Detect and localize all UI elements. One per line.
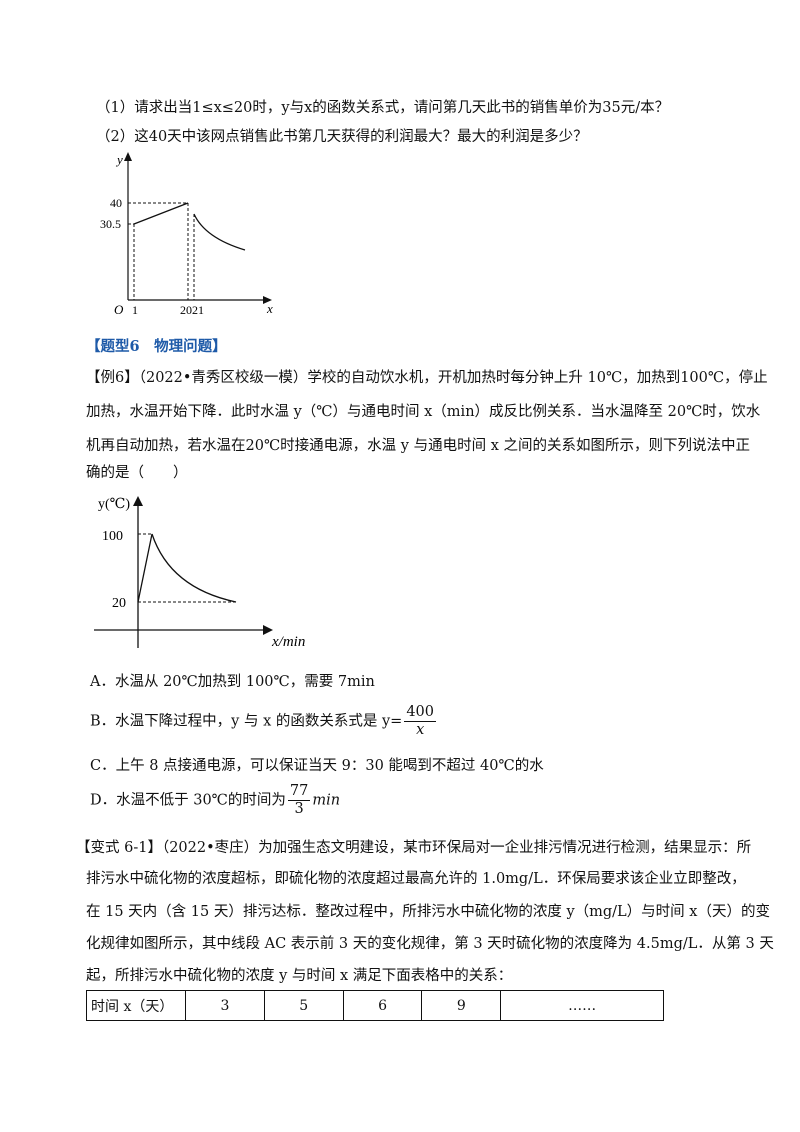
y-axis-label: y(℃) [98,497,130,512]
time-concentration-table: 时间 x（天） 3 5 6 9 …… [86,990,664,1021]
x-tick-1: 1 [132,303,138,317]
y-tick-100: 100 [102,529,123,544]
option-b-denominator: x [416,722,425,738]
table-cell: 6 [342,990,423,1021]
question-2: （2）这40天中该网点销售此书第几天获得的利润最大？最大的利润是多少？ [96,129,588,145]
y-tick-20: 20 [112,596,126,611]
variant-6-1-line-1: 【变式 6-1】（2022•枣庄）为加强生态文明建设，某市环保局对一企业排污情况… [76,840,752,856]
variant-6-1-line-3: 在 15 天内（含 15 天）排污达标．整改过程中，所排污水中硫化物的浓度 y（… [86,904,770,920]
variant-6-1-line-4: 化规律如图所示，其中线段 AC 表示前 3 天的变化规律，第 3 天时硫化物的浓… [86,936,774,952]
example-6-line-1: 【例6】（2022•青秀区校级一模）学校的自动饮水机，开机加热时每分钟上升 10… [86,370,768,386]
variant-6-1-line-5: 起，所排污水中硫化物的浓度 y 与时间 x 满足下面表格中的关系： [86,968,513,984]
option-b-fraction: 400 x [404,704,436,739]
table-cell: 3 [185,990,265,1021]
option-d-numerator: 77 [287,783,311,801]
x-tick-2021: 2021 [180,303,204,317]
graph-water-temperature: y(℃) x/min 100 20 [94,496,305,650]
table-cell: …… [500,990,664,1021]
segment-heating [137,533,153,603]
example-6-line-3: 机再自动加热，若水温在20℃时接通电源，水温 y 与通电时间 x 之间的关系如图… [86,438,750,454]
variant-6-1-line-2: 排污水中硫化物的浓度超标，即硫化物的浓度超过最高允许的 1.0mg/L．环保局要… [86,871,746,887]
y-tick-30-5: 30.5 [100,217,121,231]
table-row: 时间 x（天） 3 5 6 9 …… [86,990,664,1021]
example-6-line-4: 确的是（ ） [86,465,188,481]
option-b-numerator: 400 [404,704,436,722]
table-header-cell: 时间 x（天） [86,990,186,1021]
x-axis-arrow [263,625,273,635]
section-heading: 【题型6 物理问题】 [86,338,227,355]
option-d-unit: min [312,792,341,809]
option-d-denominator: 3 [294,801,304,817]
option-b: B．水温下降过程中，y 与 x 的函数关系式是 y= 400 x [90,704,438,739]
example-6-line-2: 加热，水温开始下降．此时水温 y（℃）与通电时间 x（min）成反比例关系．当水… [86,404,761,420]
y-axis-arrow [124,152,132,161]
segment-cooling [151,533,237,603]
option-a: A．水温从 20℃加热到 100℃，需要 7min [90,674,375,690]
x-axis-label: x [266,301,273,316]
x-axis-arrow [263,296,272,304]
question-1: （1）请求出当1≤x≤20时，y与x的函数关系式，请问第几天此书的销售单价为35… [96,100,670,116]
table-cell: 9 [421,990,502,1021]
y-axis-arrow [133,496,143,506]
origin-label: O [114,302,124,317]
x-axis-label: x/min [271,634,305,650]
segment-curve [193,213,246,251]
graph-price-vs-day: y x O 40 30.5 1 2021 [100,152,273,317]
option-d: D．水温不低于 30℃的时间为 77 3 min [90,783,340,818]
y-axis-label: y [115,152,123,167]
y-tick-40: 40 [110,196,122,210]
option-d-text: D．水温不低于 30℃的时间为 [90,792,286,809]
table-cell: 5 [263,990,344,1021]
option-c: C．上午 8 点接通电源，可以保证当天 9：30 能喝到不超过 40℃的水 [90,758,544,774]
segment-linear [133,202,189,225]
option-d-fraction: 77 3 [287,783,311,818]
option-b-text: B．水温下降过程中，y 与 x 的函数关系式是 y= [90,713,403,730]
